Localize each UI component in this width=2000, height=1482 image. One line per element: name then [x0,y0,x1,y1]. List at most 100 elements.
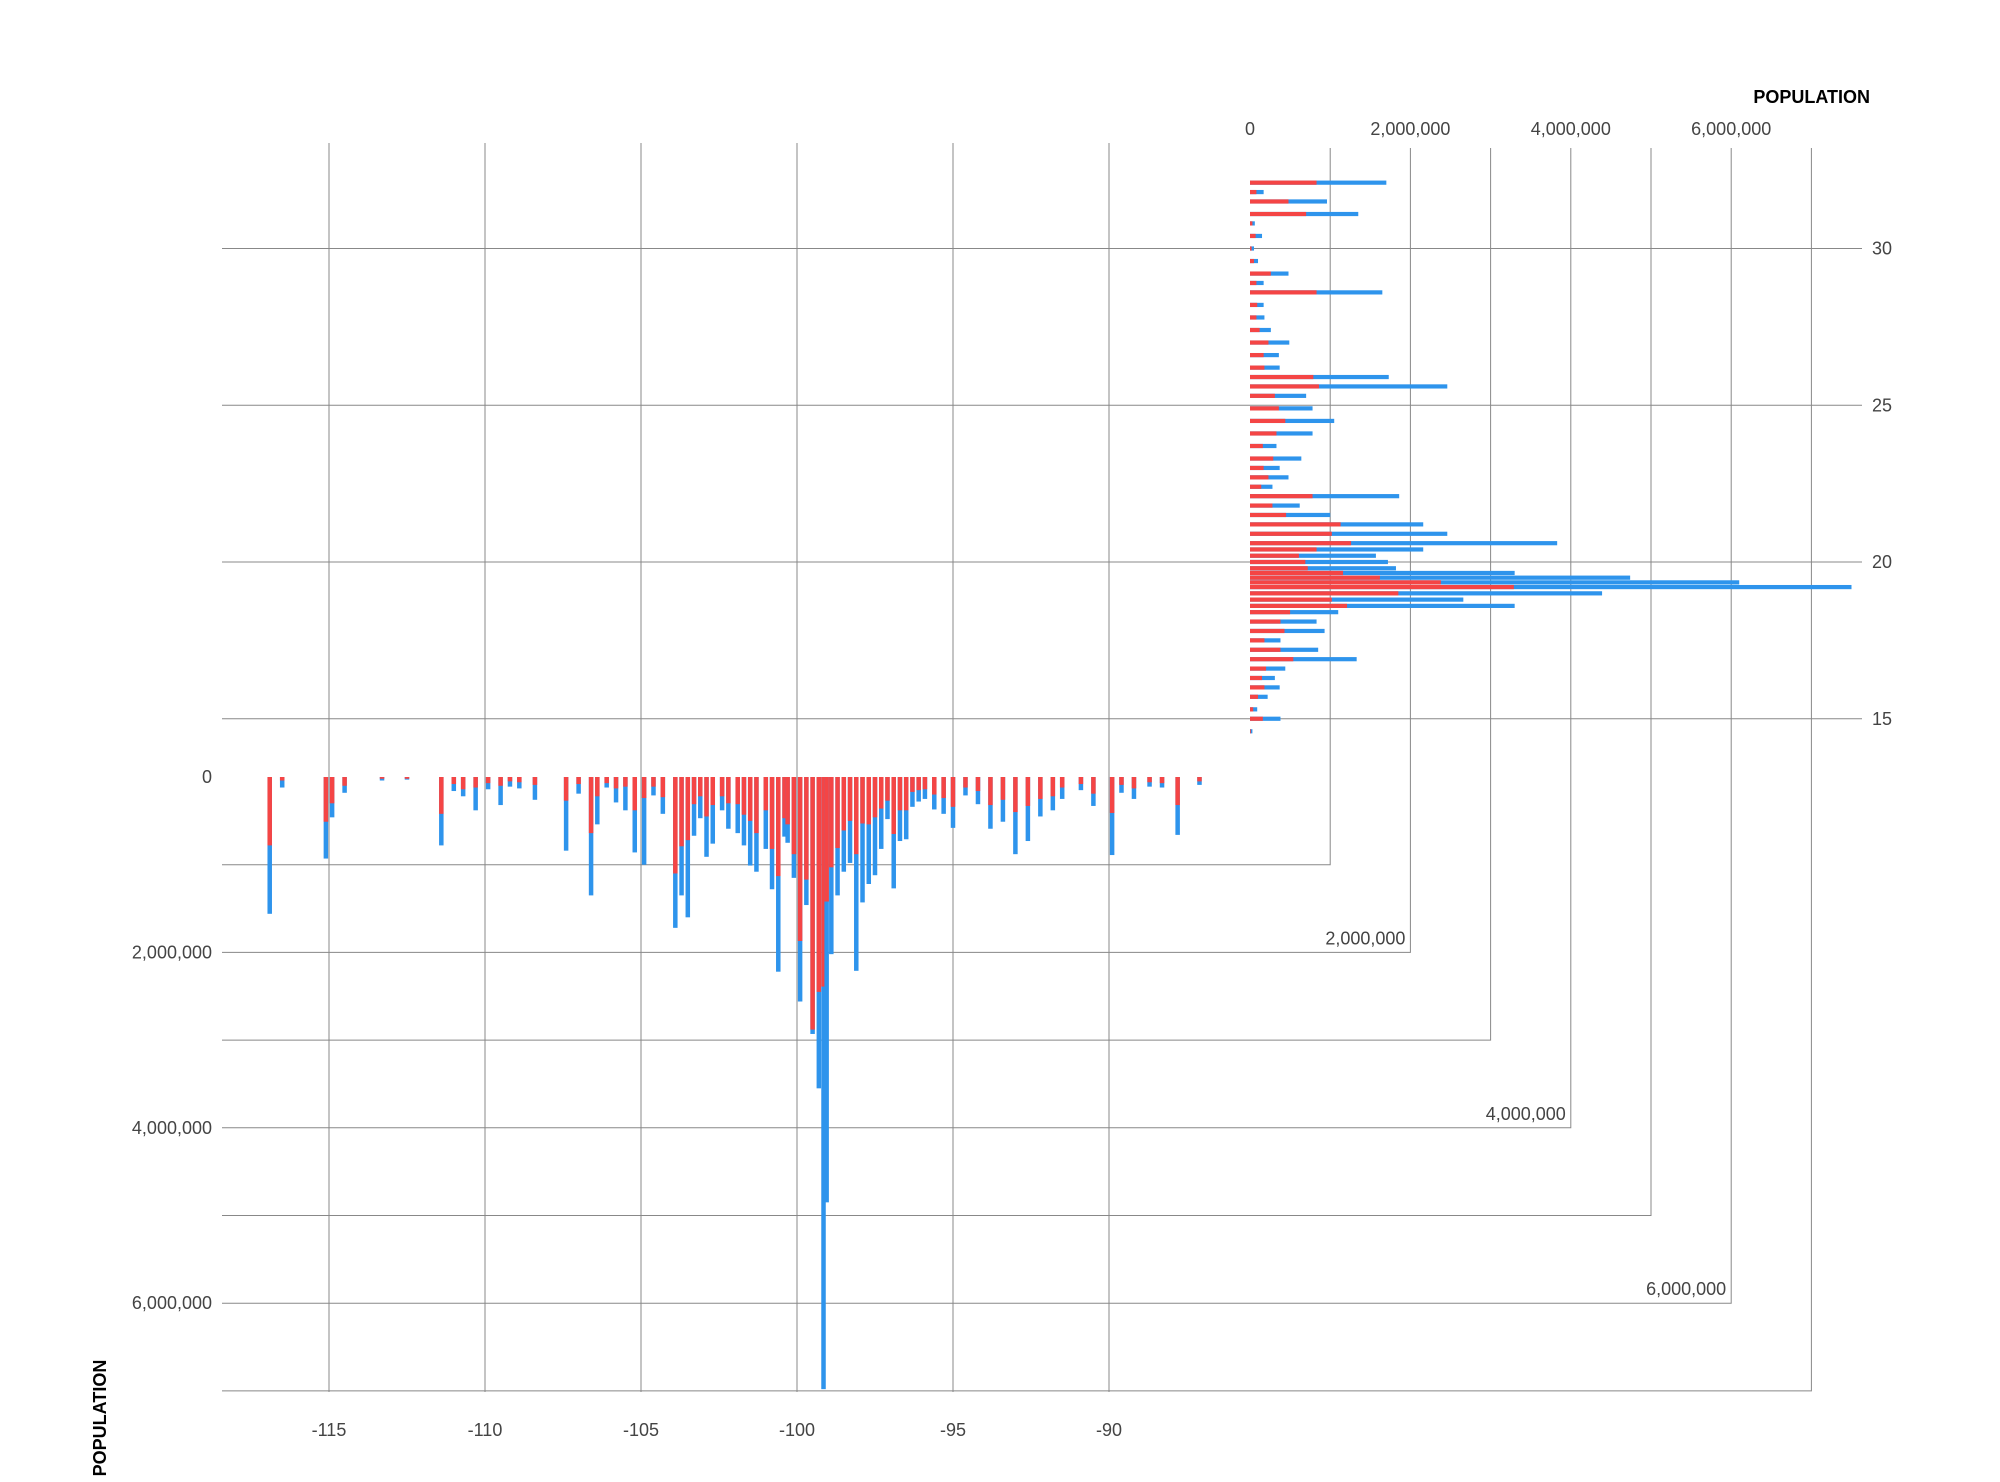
bottom-y-tick-labels: 0 2,000,000 4,000,000 6,000,000 [132,767,212,1313]
right-bar-blue [1250,280,1264,286]
bottom-y-axis-title: POPULATION [90,1360,110,1477]
bottom-bar-red [854,777,859,855]
bottom-bar-red [451,777,457,785]
right-bar-red [1250,707,1254,712]
bottom-bar-red [1109,777,1115,813]
bottom-bar-red [963,777,968,788]
right-bar-blue [1250,597,1464,602]
bottom-bar-blue [498,777,503,806]
right-bar-blue [1250,694,1268,699]
bottom-bar-blue [824,777,829,1203]
bottom-bar-red [1025,777,1031,806]
right-bar-blue [1250,374,1389,380]
right-bar-blue [1250,647,1319,652]
bottom-bar-red [860,777,865,824]
right-x-axis-title: POPULATION [1753,87,1870,107]
bottom-bar-red [532,777,538,785]
right-bar-blue [1250,180,1387,185]
right-bar-blue [1250,315,1265,320]
bottom-bar-red [782,777,787,819]
right-bar-red [1250,180,1317,185]
right-bar-blue [1250,547,1424,552]
bottom-bar-red [932,777,937,795]
bottom-bar-blue [704,777,709,857]
right-bar-red [1250,512,1287,518]
bottom-bar-red [941,777,946,799]
right-bar-red [1250,352,1264,358]
bottom-bar-red [517,777,522,783]
bottom-x-tick-label: -105 [623,1420,659,1440]
bottom-bar-series [267,777,1202,1390]
bottom-bar-red [1038,777,1043,799]
bottom-bar-red [698,777,703,797]
right-bar-red [1250,553,1299,558]
bottom-bar-blue [532,777,538,800]
bottom-bar-red [829,777,834,868]
right-bar-red [1250,575,1380,580]
bottom-bar-red [776,777,781,877]
right-y-tick-label: 30 [1872,239,1892,259]
right-bar-blue [1250,456,1302,461]
right-bar-red [1250,638,1265,643]
right-bar-blue [1250,384,1448,389]
bottom-x-tick-label: -110 [468,1420,503,1440]
bottom-bar-red [685,777,691,841]
right-bar-red [1250,685,1265,690]
bottom-bar-red [660,777,666,798]
right-bar-blue [1250,619,1317,624]
right-bar-red [1250,365,1265,370]
bottom-bar-red [916,777,921,791]
bottom-bar-blue [866,777,872,884]
bottom-bar-red [691,777,697,805]
bottom-bar-red [1013,777,1018,813]
bottom-bar-red [1078,777,1084,785]
right-bar-blue [1250,365,1280,370]
bottom-bar-red [885,777,890,801]
right-bar-blue [1250,575,1631,580]
right-bar-red [1250,302,1258,308]
right-bar-blue [1250,716,1281,721]
right-bar-blue [1250,566,1396,571]
bottom-bar-red [897,777,903,811]
bottom-bar-blue [878,777,884,849]
bottom-bar-red [267,777,272,846]
bottom-y-tick-label: 2,000,000 [132,942,212,962]
bottom-bar-blue [1025,777,1031,842]
population-gridline [222,148,1732,1304]
right-bar-blue [1250,559,1388,565]
right-bar-red [1250,597,1332,602]
bottom-bar-red [710,777,716,806]
right-bar-blue [1250,494,1400,499]
bottom-bar-red [1091,777,1096,794]
bottom-bar-red [785,777,790,825]
right-bar-blue [1250,431,1313,436]
bottom-bar-blue [1109,777,1115,856]
right-bar-red [1250,189,1257,195]
population-gridline [222,148,1652,1216]
bottom-bar-red [485,777,491,784]
right-bar-red [1250,393,1275,398]
bottom-bar-red [507,777,513,782]
right-bar-red [1250,547,1317,552]
right-bar-blue [1250,531,1448,536]
diagonal-tick-label: 2,000,000 [1325,928,1405,948]
bottom-bar-red [329,777,335,804]
bottom-bar-red [1050,777,1056,797]
bottom-bar-blue [747,777,753,866]
population-gridline [222,148,1812,1392]
bottom-bar-blue [563,777,569,851]
bottom-bar-blue [576,777,581,794]
bottom-bar-red [741,777,747,815]
right-bar-blue [1250,729,1253,734]
bottom-bar-red [816,777,822,992]
bottom-bar-red [878,777,884,809]
population-gridline [222,148,1411,953]
bottom-bar-blue [685,777,691,918]
bottom-bar-red [866,777,872,825]
population-gridline [222,148,1331,866]
right-bar-red [1250,610,1291,615]
bottom-bar-red [379,777,385,779]
right-bar-series [1250,180,1852,734]
bottom-bar-red [769,777,775,849]
bottom-bar-red [323,777,329,822]
